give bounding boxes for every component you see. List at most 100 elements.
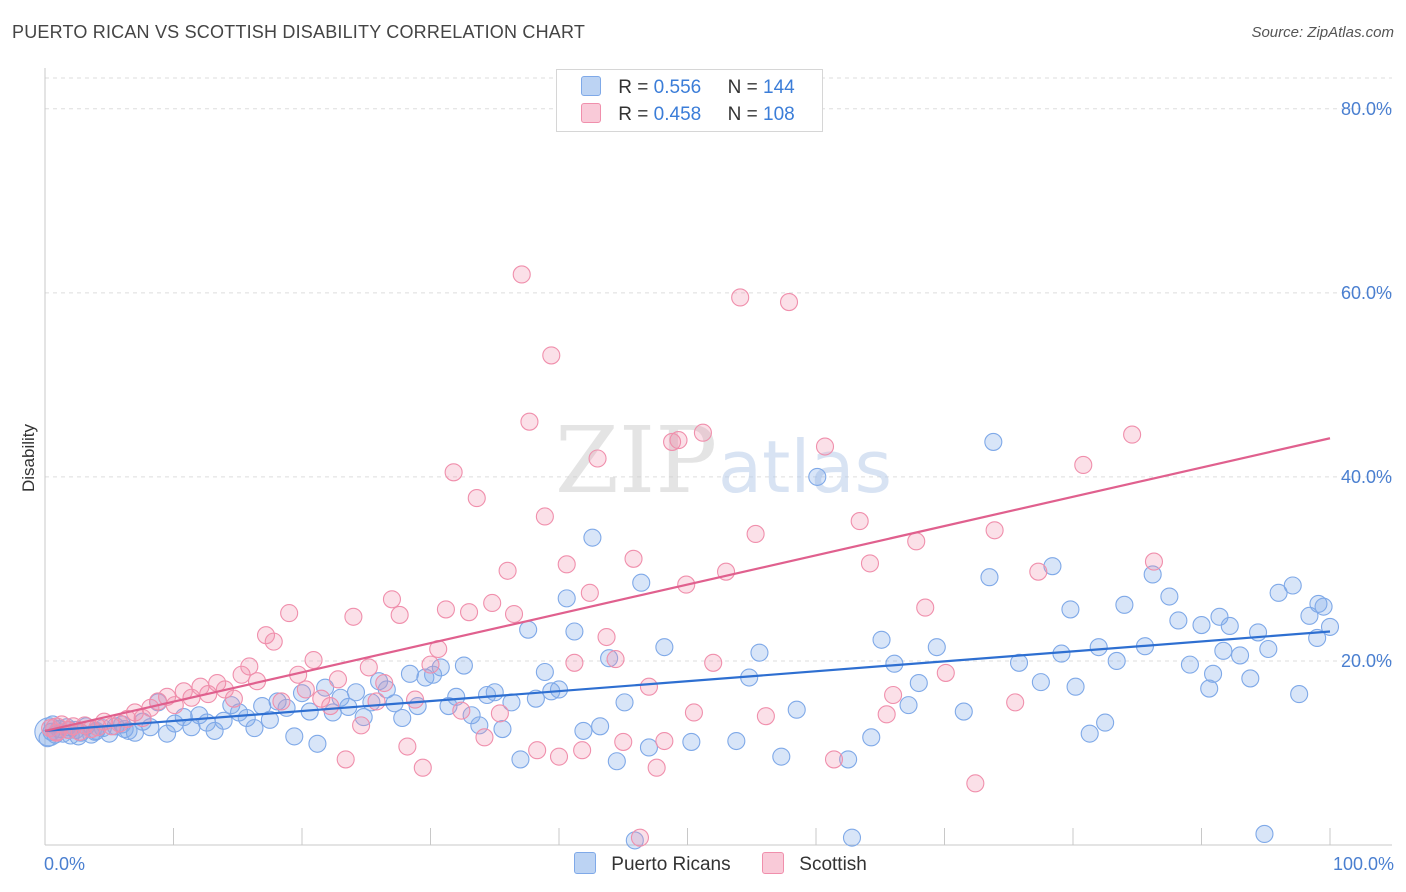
data-point (557, 555, 576, 574)
data-point (512, 265, 531, 284)
data-point (352, 716, 371, 735)
data-point (772, 747, 791, 766)
data-point (842, 828, 862, 847)
data-point (375, 673, 394, 693)
data-point (344, 607, 363, 626)
y-tick-label: 80.0% (1341, 99, 1392, 119)
data-point (308, 734, 327, 753)
x-tick-labels: 0.0% 100.0% (44, 854, 1394, 874)
legend-row-scottish: R = 0.458 N = 108 (581, 103, 795, 125)
data-point (615, 693, 634, 712)
data-point (684, 703, 703, 722)
data-point (245, 719, 264, 738)
data-point (483, 593, 502, 613)
data-point (583, 528, 602, 547)
data-point (815, 437, 835, 456)
data-point (312, 689, 331, 708)
legend-n-value: 108 (763, 104, 795, 125)
data-point (630, 828, 650, 847)
y-tick-label: 20.0% (1341, 651, 1392, 671)
data-point (504, 604, 524, 624)
data-point (591, 717, 610, 736)
data-point (1255, 824, 1274, 844)
data-point (1169, 611, 1188, 630)
data-point (632, 573, 651, 592)
legend-item-scottish[interactable]: Scottish (762, 852, 867, 876)
data-point (1220, 616, 1239, 636)
data-point (966, 774, 985, 793)
data-point (1096, 713, 1115, 732)
data-point (1006, 693, 1025, 712)
data-point (542, 346, 561, 365)
data-point (454, 656, 473, 675)
data-point (573, 741, 592, 760)
data-point (382, 590, 402, 609)
data-point (580, 583, 599, 602)
data-point (1204, 664, 1223, 683)
data-point (549, 747, 569, 766)
data-point (528, 741, 547, 760)
chart-title: PUERTO RICAN VS SCOTTISH DISABILITY CORR… (12, 22, 586, 42)
legend-swatch-pink (581, 103, 601, 123)
data-point (565, 653, 584, 672)
data-point (860, 554, 880, 573)
data-point (597, 627, 616, 647)
data-point (682, 732, 701, 751)
data-point (452, 701, 471, 720)
data-point (264, 632, 283, 651)
y-axis-title: Disability (19, 423, 38, 492)
data-point (346, 683, 366, 702)
data-point (268, 692, 287, 711)
data-point (704, 653, 723, 672)
data-point (1300, 606, 1319, 625)
data-point (663, 432, 682, 451)
data-point (1309, 594, 1328, 613)
data-point (431, 658, 450, 677)
trendline-puerto-ricans (44, 630, 1331, 732)
data-point (1089, 638, 1108, 657)
data-point (398, 737, 417, 756)
data-point (565, 622, 584, 641)
legend-swatch-blue (574, 852, 596, 874)
data-point (485, 683, 504, 702)
legend-r-label: R = (618, 77, 649, 98)
data-point (475, 728, 494, 747)
data-point (984, 432, 1003, 451)
data-point (367, 692, 386, 711)
data-point (727, 731, 746, 751)
data-point (498, 561, 517, 580)
data-point (756, 707, 775, 726)
legend-r-label: R = (618, 104, 649, 125)
data-point (336, 750, 355, 769)
legend-n-label: N = (727, 104, 758, 125)
data-point (304, 650, 323, 670)
legend-r-value: 0.556 (653, 77, 702, 98)
data-point (1043, 557, 1062, 576)
data-point (899, 696, 918, 715)
data-point (224, 689, 243, 708)
data-point (421, 655, 440, 674)
data-point (625, 831, 644, 850)
data-point (467, 489, 486, 508)
data-point (985, 521, 1004, 540)
data-point (1031, 673, 1050, 692)
data-point (1241, 669, 1260, 688)
data-point (390, 605, 409, 624)
data-point (459, 603, 479, 622)
legend-n-value: 144 (763, 77, 795, 98)
data-point (850, 512, 869, 531)
data-point (980, 568, 999, 587)
legend-swatch-pink (762, 852, 784, 874)
legend-item-puerto-ricans[interactable]: Puerto Ricans (574, 852, 731, 876)
data-point (490, 704, 509, 723)
data-point (1259, 639, 1278, 659)
data-point (746, 524, 765, 544)
data-point (535, 507, 554, 526)
data-point (600, 649, 619, 668)
data-point (877, 705, 896, 724)
data-point (639, 738, 659, 757)
data-point (954, 702, 973, 721)
source-label: Source: ZipAtlas.com (1251, 24, 1394, 41)
data-point (808, 467, 827, 486)
